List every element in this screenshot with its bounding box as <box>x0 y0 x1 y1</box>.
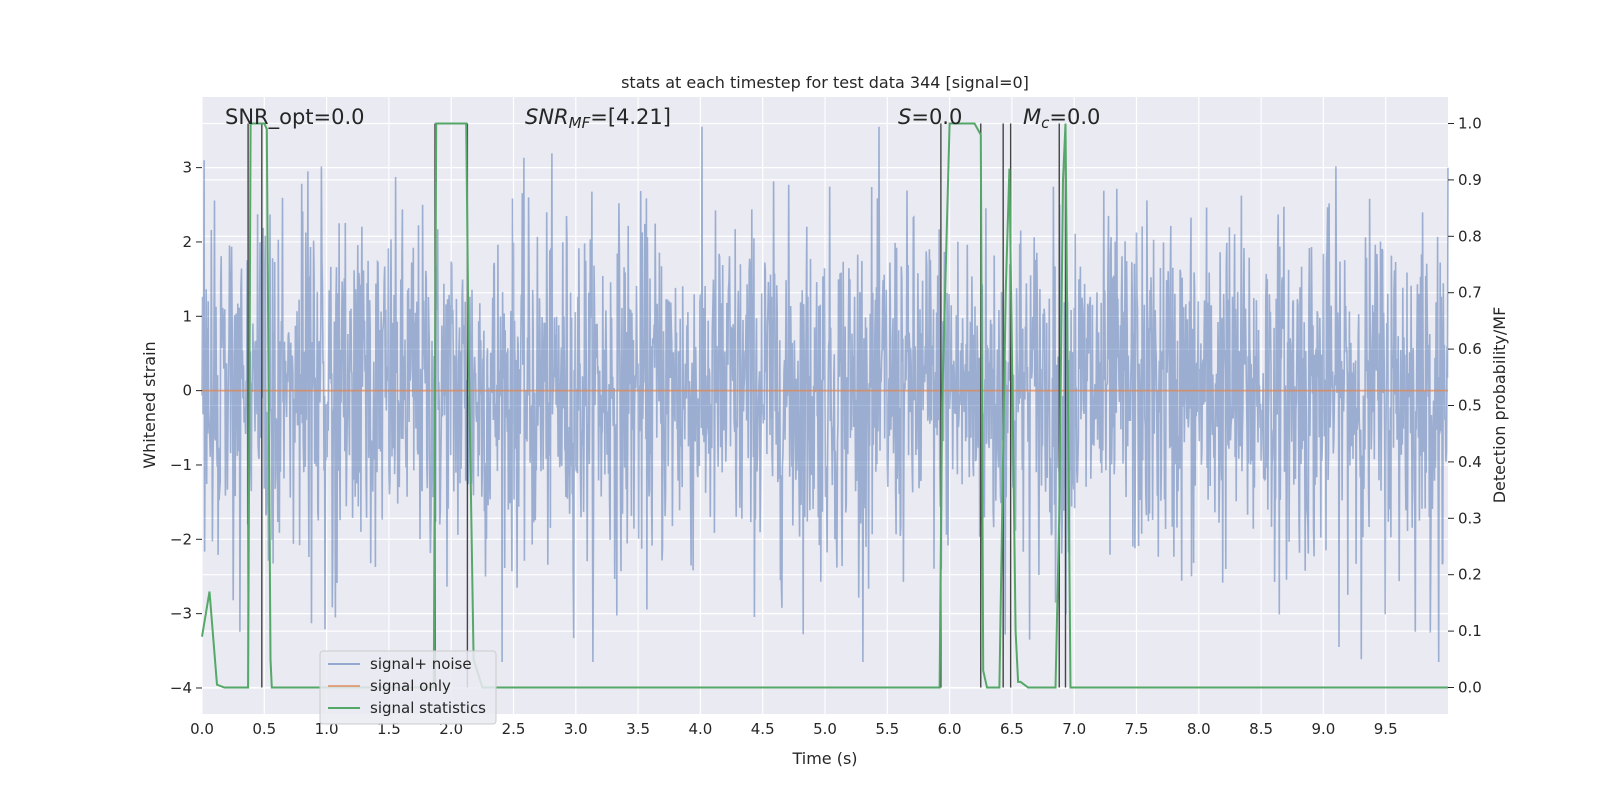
signal-noise-series <box>201 126 1449 663</box>
snr-mf-base: SNR <box>525 105 569 129</box>
chart-title: stats at each timestep for test data 344… <box>621 73 1029 92</box>
x-tick-label: 0.0 <box>190 720 214 738</box>
x-tick-label: 6.0 <box>938 720 962 738</box>
y2-tick-label: 0.9 <box>1458 171 1482 189</box>
y-tick-label: 2 <box>182 233 192 251</box>
annotation-snr-opt: SNR_opt=0.0 <box>225 105 365 130</box>
x-tick-label: 7.5 <box>1125 720 1149 738</box>
annotation-snr-mf: SNRMF=[4.21] <box>525 105 671 132</box>
x-tick-label: 9.5 <box>1374 720 1398 738</box>
y-tick-label: −1 <box>170 456 192 474</box>
y2-tick-label: 0.2 <box>1458 566 1482 584</box>
legend-label-noise: signal+ noise <box>370 655 472 673</box>
y-tick-label: −3 <box>170 605 192 623</box>
y-tick-label: 3 <box>182 159 192 177</box>
signal-noise-line <box>201 126 1449 663</box>
x-tick-label: 8.5 <box>1249 720 1273 738</box>
annotation-mc: Mc=0.0 <box>1023 105 1100 132</box>
s-value: =0.0 <box>911 105 962 129</box>
x-axis-label: Time (s) <box>791 749 857 768</box>
y2-tick-label: 0.8 <box>1458 227 1482 245</box>
snr-mf-sub: MF <box>569 114 591 132</box>
legend-label-stats: signal statistics <box>370 699 486 717</box>
mc-value: =0.0 <box>1049 105 1100 129</box>
x-tick-label: 6.5 <box>1000 720 1024 738</box>
y2-tick-label: 0.7 <box>1458 284 1482 302</box>
x-tick-label: 0.5 <box>252 720 276 738</box>
x-tick-label: 3.0 <box>564 720 588 738</box>
axis-ticks: 0.0 0.5 1.0 1.5 2.0 2.5 3.0 3.5 4.0 4.5 5.0 5.5 6.0 6… <box>170 115 1482 738</box>
y-tick-label: −2 <box>170 530 192 548</box>
legend: signal+ noise signal only signal statist… <box>319 650 497 725</box>
signal-statistics-line <box>201 122 1448 689</box>
y2-tick-label: 0.5 <box>1458 397 1482 415</box>
signal-statistics-series <box>201 122 1448 689</box>
y2-tick-label: 0.6 <box>1458 340 1482 358</box>
x-tick-label: 9.0 <box>1311 720 1335 738</box>
s-sym: S <box>898 105 911 129</box>
y2-axis-label: Detection probability/MF <box>1490 307 1509 504</box>
x-tick-label: 4.0 <box>688 720 712 738</box>
y2-tick-label: 0.3 <box>1458 509 1482 527</box>
y2-tick-label: 1.0 <box>1458 115 1482 133</box>
snr-mf-value: =[4.21] <box>590 105 671 129</box>
mc-sym: M <box>1023 105 1041 129</box>
x-tick-label: 3.5 <box>626 720 650 738</box>
x-tick-label: 5.0 <box>813 720 837 738</box>
mc-sub: c <box>1041 114 1050 132</box>
x-tick-label: 4.5 <box>751 720 775 738</box>
x-tick-label: 7.0 <box>1062 720 1086 738</box>
x-tick-label: 2.5 <box>502 720 526 738</box>
y-tick-label: 0 <box>182 382 192 400</box>
y2-tick-label: 0.4 <box>1458 453 1482 471</box>
legend-box <box>319 650 497 725</box>
x-tick-label: 8.0 <box>1187 720 1211 738</box>
x-tick-label: 5.5 <box>875 720 899 738</box>
y-axis-label: Whitened strain <box>140 341 159 468</box>
y2-tick-label: 0.0 <box>1458 678 1482 696</box>
legend-label-signal: signal only <box>370 677 451 695</box>
y-tick-label: 1 <box>182 307 192 325</box>
y-tick-label: −4 <box>170 679 192 697</box>
annotation-s: S=0.0 <box>898 105 962 129</box>
y2-tick-label: 0.1 <box>1458 622 1482 640</box>
